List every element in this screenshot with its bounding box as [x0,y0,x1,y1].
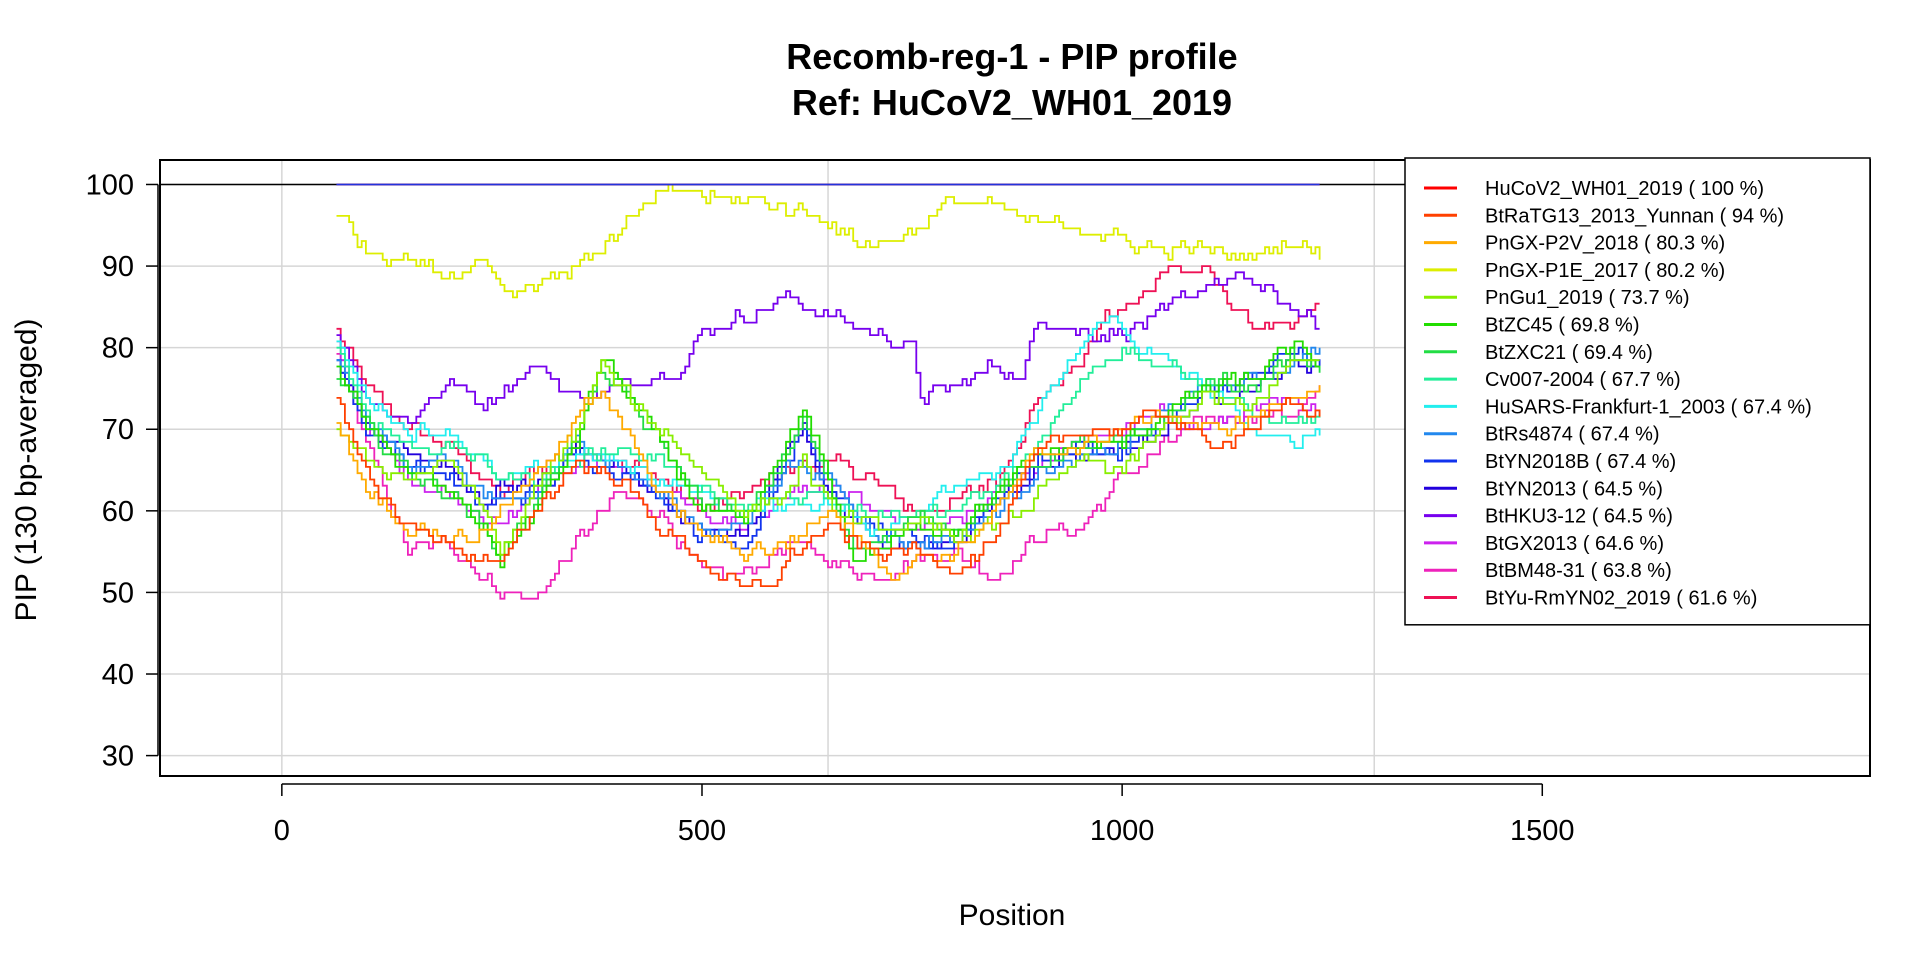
chart-title: Recomb-reg-1 - PIP profile [786,36,1237,77]
series-line [336,397,1321,587]
chart-subtitle: Ref: HuCoV2_WH01_2019 [792,82,1232,123]
legend-entry-label: BtYN2013 ( 64.5 %) [1485,478,1663,500]
series-line [336,271,1320,424]
series-line [336,353,1321,600]
legend-entry-label: Cv007-2004 ( 67.7 %) [1485,369,1681,391]
series-line [336,359,1320,556]
x-tick-label: 500 [678,815,726,847]
legend-entry-label: PnGX-P1E_2017 ( 80.2 %) [1485,260,1725,282]
legend-box [1404,157,1871,626]
series-line [336,315,1321,537]
series-line [336,340,1320,531]
legend-entry-label: HuSARS-Frankfurt-1_2003 ( 67.4 %) [1485,396,1812,418]
legend-entry-label: BtGX2013 ( 64.6 %) [1485,533,1664,555]
series-line [336,340,1320,569]
y-tick-label: 100 [86,169,134,201]
series-line [336,183,1321,299]
series-line [336,385,1321,581]
y-tick-label: 30 [102,741,134,773]
y-tick-label: 60 [102,496,134,528]
y-tick-label: 90 [102,251,134,283]
legend-entry-label: PnGX-P2V_2018 ( 80.3 %) [1485,233,1725,255]
legend-entry-label: BtZXC21 ( 69.4 %) [1485,342,1653,364]
x-tick-label: 1000 [1090,815,1155,847]
y-tick-label: 40 [102,659,134,691]
series-lines [336,183,1321,600]
series-line [336,346,1321,518]
legend-entry-label: BtRs4874 ( 67.4 %) [1485,424,1660,446]
y-tick-label: 50 [102,577,134,609]
x-axis: 0 500 1000 1500 [274,783,1575,847]
y-tick-label: 80 [102,333,134,365]
y-axis: 30 40 50 60 70 80 90 100 [86,169,159,773]
legend-entry-label: BtZC45 ( 69.8 %) [1485,315,1640,337]
legend-entry-label: BtBM48-31 ( 63.8 %) [1485,560,1672,582]
x-axis-label: Position [959,899,1066,932]
legend-entry-label: PnGu1_2019 ( 73.7 %) [1485,287,1690,309]
legend: HuCoV2_WH01_2019 ( 100 %) BtRaTG13_2013_Y… [1404,157,1871,626]
legend-entry-label: BtRaTG13_2013_Yunnan ( 94 %) [1485,205,1784,227]
x-tick-label: 0 [274,815,290,847]
y-tick-label: 70 [102,414,134,446]
legend-entry-label: BtHKU3-12 ( 64.5 %) [1485,506,1673,528]
y-axis-label: PIP (130 bp-averaged) [10,319,43,622]
x-tick-label: 1500 [1510,815,1575,847]
legend-entry-label: BtYu-RmYN02_2019 ( 61.6 %) [1485,588,1757,610]
legend-entry-label: HuCoV2_WH01_2019 ( 100 %) [1485,178,1764,200]
legend-entry-label: BtYN2018B ( 67.4 %) [1485,451,1676,473]
